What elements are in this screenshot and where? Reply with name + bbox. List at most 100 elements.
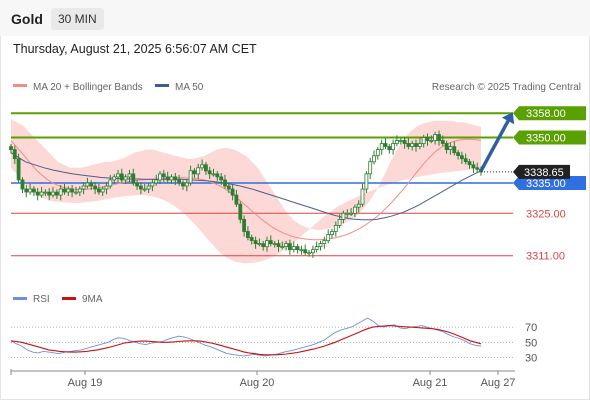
candle [119,168,124,183]
candle [127,169,132,183]
candle [242,215,247,237]
candle-body [77,188,82,193]
candle-body [135,182,140,187]
legend-ma50-swatch [155,84,169,87]
candle [452,141,457,156]
x-tick-label: Aug 19 [68,377,103,389]
candle-body [100,188,105,193]
candle [77,186,82,196]
candle-body [414,143,418,147]
candle-body [81,185,86,190]
candle [184,179,189,192]
candle-body [16,158,21,181]
candle-body [394,140,399,144]
candle-body [440,140,445,144]
candle-body [234,194,239,205]
candle [383,138,388,150]
level-label-3325.00: 3325.00 [526,208,566,220]
candle-body [188,170,193,184]
candle [74,186,78,195]
candle [161,169,166,183]
x-axis: Aug 19 Aug 20 Aug 21 Aug 27 [10,369,515,389]
candle [100,186,105,196]
timestamp: Thursday, August 21, 2025 6:56:07 AM CET [13,42,257,56]
candle [444,140,449,154]
candle-body [307,252,311,255]
candle-body [116,173,120,178]
x-tick-label: Aug 21 [413,377,448,389]
candle-body [150,182,155,187]
candle [51,186,55,198]
candle [97,183,101,195]
header-bar: Gold 30 MIN [0,0,590,36]
candle [425,133,430,146]
candle-body [276,243,281,248]
level-label-3335.00: 3335.00 [526,178,566,190]
candle-body [173,176,178,181]
candle-body [326,234,331,241]
candle-body [433,134,438,141]
candle-body [127,173,132,178]
last-price-label: 3338.65 [524,167,564,179]
candle-body [406,143,411,147]
candle [196,163,201,179]
candle [223,174,227,189]
candle [349,208,354,216]
candle-body [28,188,33,193]
candle [471,160,476,173]
candle-body [226,185,231,190]
candle-body [333,224,338,232]
timeframe-badge[interactable]: 30 MIN [51,8,104,30]
legend-ma20-bb: MA 20 + Bollinger Bands [33,82,143,93]
rsi-line [10,317,482,357]
candle [429,135,434,144]
candle [89,180,94,190]
candle-body [364,173,369,190]
candle [398,137,403,145]
candle [440,135,445,147]
candle-body [268,240,273,245]
candle [43,189,48,196]
candle-body [379,143,384,150]
candle [150,179,155,192]
candle-body [215,173,220,178]
candle [158,171,162,184]
candle [287,239,292,255]
candle [108,174,113,189]
candle [437,130,441,146]
candle [295,243,300,254]
candle-body [104,185,109,190]
candle [116,169,120,183]
candle-body [192,170,197,175]
candle [375,146,380,160]
candle [463,153,468,165]
candle-body [181,182,185,187]
candle [372,150,376,165]
candle [326,229,331,244]
candle-body [245,231,250,238]
candle-body [74,191,78,194]
level-label-bg-3350.00 [513,130,586,145]
candle [112,174,117,184]
candle [138,182,143,195]
candle [352,204,357,218]
legend-rsi: RSI [33,294,50,305]
candle-body [356,203,361,208]
candle [310,245,315,258]
candle [131,168,136,186]
candle-body [280,246,285,249]
candle [207,166,212,179]
candle [55,189,59,199]
candle [341,210,346,224]
candle-body [207,170,212,175]
candle-body [303,249,308,254]
candle [12,145,17,164]
candle-body [475,167,480,170]
candle [47,188,52,201]
candle-body [261,243,266,248]
candle-body [32,188,36,193]
candle-body [383,143,388,147]
candle-body [257,243,262,246]
candle [70,185,74,198]
candle-body [391,143,396,150]
